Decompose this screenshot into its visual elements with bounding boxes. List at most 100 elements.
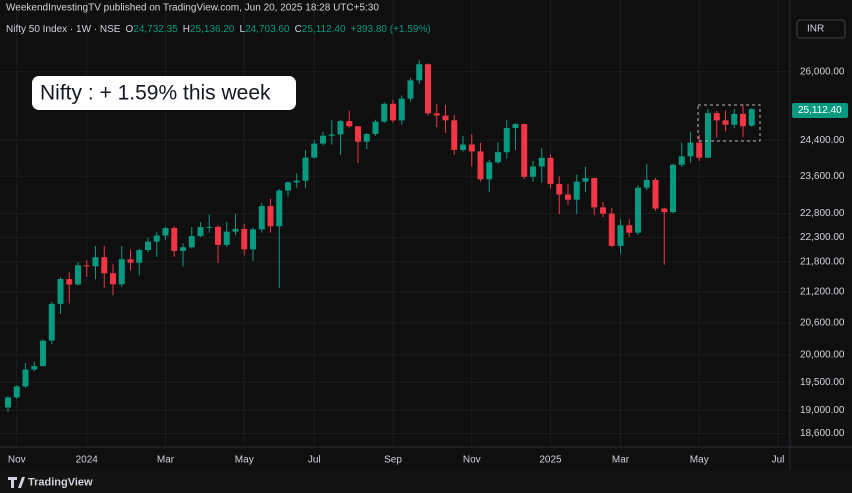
- ohlc-key: L: [240, 24, 246, 35]
- candle-body: [608, 213, 615, 246]
- candle-body: [285, 182, 291, 191]
- ohlc-key: O: [125, 24, 133, 35]
- candle-body: [652, 179, 659, 209]
- y-tick-label: 22,300.00: [800, 232, 845, 243]
- candle-body: [118, 259, 125, 285]
- candle-body: [40, 340, 46, 367]
- x-tick-label: Mar: [157, 455, 175, 466]
- footer: [0, 471, 852, 493]
- candle-body: [48, 303, 55, 341]
- candle-body: [582, 178, 589, 182]
- candle-body: [600, 207, 606, 214]
- candle-body: [565, 194, 571, 200]
- candle-body: [425, 64, 431, 114]
- currency-button[interactable]: [796, 19, 846, 39]
- candle-body: [486, 162, 493, 180]
- candle-body: [153, 235, 160, 242]
- y-tick-label: 20,600.00: [800, 318, 845, 329]
- ohlc-key: H: [183, 24, 190, 35]
- candle-body: [705, 113, 711, 158]
- candle-body: [206, 226, 213, 228]
- candle-body: [162, 228, 169, 236]
- brand[interactable]: TradingView: [28, 476, 93, 488]
- ohlc-value: 25,112.40: [302, 24, 346, 35]
- candle-body: [337, 121, 344, 135]
- candle-body: [407, 80, 414, 99]
- y-tick-label: 22,800.00: [800, 208, 845, 219]
- candle-body: [442, 115, 449, 121]
- candle-body: [31, 366, 38, 370]
- x-tick-label: Nov: [8, 455, 26, 466]
- candle-body: [346, 121, 353, 127]
- candle-body: [250, 229, 256, 250]
- x-tick-label: Sep: [384, 455, 402, 466]
- candle-body: [451, 120, 458, 150]
- y-tick-label: 21,200.00: [800, 287, 845, 298]
- x-tick-label: 2024: [76, 455, 99, 466]
- candle-body: [363, 134, 370, 142]
- x-tick-label: Jul: [308, 455, 321, 466]
- last-price-box: [792, 103, 848, 118]
- y-tick-label: 21,800.00: [800, 257, 845, 268]
- candle-body: [5, 397, 11, 408]
- candle-body: [136, 250, 143, 263]
- symbol: Nifty 50 Index · 1W · NSE: [6, 24, 121, 35]
- candles: [5, 60, 755, 413]
- candle-body: [145, 241, 151, 251]
- candle-body: [556, 183, 563, 195]
- symbol-header: Nifty 50 Index · 1W · NSE O24,732.35 H25,1…: [6, 24, 431, 35]
- y-tick-label: 18,600.00: [800, 428, 845, 439]
- candle-body: [372, 121, 379, 135]
- candle-body: [258, 206, 265, 230]
- candle-body: [180, 247, 186, 251]
- annotation: Nifty : + 1.59% this week: [40, 82, 271, 105]
- candle-body: [355, 126, 361, 142]
- y-tick-label: 23,600.00: [800, 171, 845, 182]
- brand-logo: [8, 477, 25, 488]
- candle-body: [495, 152, 501, 163]
- candle-body: [215, 226, 221, 245]
- candle-body: [696, 142, 703, 158]
- candle-body: [722, 120, 729, 125]
- currency[interactable]: INR: [807, 24, 824, 35]
- x-tick-label: Mar: [612, 455, 630, 466]
- candle-body: [302, 157, 309, 181]
- y-tick-label: 24,400.00: [800, 135, 845, 146]
- y-tick-label: 26,000.00: [800, 66, 845, 77]
- candle-body: [635, 187, 641, 233]
- last-price: 25,112.40: [798, 105, 842, 116]
- ohlc-value: 24,732.35: [133, 24, 178, 35]
- candle-body: [83, 265, 90, 267]
- ohlc-value: 25,136.20: [190, 24, 235, 35]
- ohlc-value: 24,703.60: [245, 24, 290, 35]
- candle-body: [276, 190, 283, 227]
- x-tick-label: May: [235, 455, 254, 466]
- candle-body: [390, 103, 396, 121]
- y-tick-label: 20,000.00: [800, 350, 845, 361]
- candle-body: [512, 124, 519, 129]
- x-tick-label: 2025: [539, 455, 562, 466]
- candle-body: [626, 225, 633, 233]
- candle-body: [232, 228, 239, 232]
- candle-body: [381, 103, 388, 122]
- candle-body: [687, 142, 694, 157]
- candle-body: [267, 206, 274, 227]
- candle-body: [75, 265, 81, 285]
- candle-body: [188, 236, 195, 248]
- candle-body: [670, 164, 676, 213]
- candle-body: [101, 257, 108, 274]
- candle-body: [678, 156, 685, 165]
- candle-body: [547, 157, 554, 184]
- candle-body: [530, 166, 536, 177]
- candle-body: [617, 225, 624, 246]
- ohlc-key: C: [295, 24, 302, 35]
- candle-body: [591, 178, 598, 208]
- publisher: WeekendInvestingTV published on TradingV…: [6, 3, 379, 14]
- x-tick-label: Jul: [772, 455, 785, 466]
- candle-body: [477, 151, 484, 180]
- candle-body: [468, 144, 475, 152]
- candle-body: [433, 113, 440, 116]
- candle-body: [328, 134, 335, 136]
